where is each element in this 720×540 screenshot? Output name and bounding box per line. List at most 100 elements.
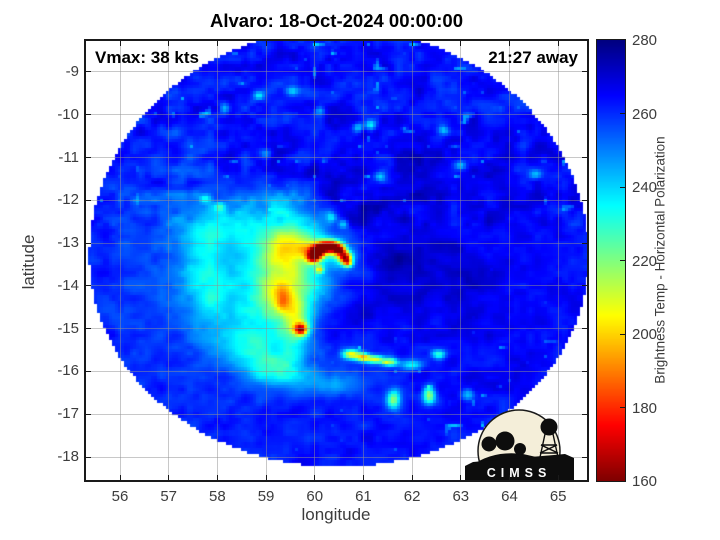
gridline-horizontal [85, 413, 588, 415]
colorbar-tick-label: 280 [632, 32, 658, 49]
colorbar-tick-label: 260 [632, 105, 658, 123]
x-tick-mark [508, 40, 510, 46]
gridline-vertical [411, 40, 413, 481]
y-tick-mark [85, 370, 91, 372]
vmax-annotation: Vmax: 38 kts [95, 48, 199, 67]
gridline-vertical [362, 40, 364, 481]
gridline-vertical [168, 40, 170, 481]
gridline-vertical [557, 40, 559, 481]
y-tick-mark [85, 71, 91, 73]
colorbar-tick-mark [620, 186, 625, 188]
y-tick-label: -16 [57, 362, 79, 380]
x-tick-mark [265, 475, 267, 481]
y-tick-label: -13 [57, 234, 79, 252]
x-tick-mark [411, 475, 413, 481]
x-tick-mark [362, 40, 364, 46]
y-tick-mark [582, 199, 588, 201]
y-tick-label: -12 [57, 191, 79, 209]
plot-area: CIMSS Vmax: 38 kts 21:27 away [85, 40, 588, 481]
colorbar-tick-label: 180 [632, 399, 658, 417]
colorbar-tick-label: 200 [632, 326, 658, 343]
cimss-banner-text: CIMSS [487, 466, 552, 480]
x-tick-label: 59 [257, 488, 275, 505]
time-away-annotation: 21:27 away [488, 48, 578, 67]
y-tick-mark [85, 114, 91, 116]
plot-title: Alvaro: 18-Oct-2024 00:00:00 [210, 10, 463, 31]
x-tick-label: 60 [306, 488, 324, 505]
x-tick-mark [508, 475, 510, 481]
cimss-logo: CIMSS [465, 409, 574, 481]
y-tick-label: -17 [57, 405, 79, 423]
gridline-horizontal [85, 456, 588, 458]
x-tick-mark [557, 475, 559, 481]
gridline-horizontal [85, 242, 588, 244]
x-tick-mark [119, 40, 121, 46]
gridline-horizontal [85, 199, 588, 201]
x-tick-mark [362, 475, 364, 481]
gridline-horizontal [85, 370, 588, 372]
x-tick-mark [168, 475, 170, 481]
gridline-vertical [314, 40, 316, 481]
x-tick-mark [314, 475, 316, 481]
y-tick-mark [85, 456, 91, 458]
y-tick-mark [582, 71, 588, 73]
gridline-horizontal [85, 71, 588, 73]
y-tick-label: -11 [58, 148, 79, 166]
x-tick-mark [557, 40, 559, 46]
x-tick-mark [216, 475, 218, 481]
y-tick-mark [582, 370, 588, 372]
x-tick-mark [216, 40, 218, 46]
x-tick-mark [314, 40, 316, 46]
y-tick-mark [85, 328, 91, 330]
x-tick-label: 61 [355, 488, 372, 505]
x-tick-label: 63 [452, 488, 470, 505]
x-tick-label: 57 [160, 488, 178, 505]
y-tick-mark [582, 456, 588, 458]
colorbar-tick-label: 240 [632, 179, 658, 196]
y-tick-label: -14 [57, 276, 79, 294]
gridline-vertical [460, 40, 462, 481]
x-tick-mark [460, 40, 462, 46]
y-tick-mark [85, 285, 91, 287]
x-tick-mark [460, 475, 462, 481]
y-tick-label: -10 [57, 105, 79, 123]
y-tick-mark [85, 199, 91, 201]
y-tick-mark [582, 328, 588, 330]
y-axis-label: latitude [19, 234, 38, 290]
y-tick-mark [582, 413, 588, 415]
x-tick-mark [265, 40, 267, 46]
colorbar-tick-mark [620, 333, 625, 335]
x-tick-label: 58 [209, 488, 226, 505]
colorbar-tick-mark [620, 407, 625, 408]
x-tick-mark [119, 475, 121, 481]
y-tick-label: -18 [57, 448, 79, 465]
y-tick-mark [582, 285, 588, 287]
colorbar-tick-label: 220 [632, 252, 658, 270]
gridline-horizontal [85, 285, 588, 287]
x-tick-mark [411, 40, 413, 46]
gridline-vertical [265, 40, 267, 481]
y-tick-mark [582, 157, 588, 159]
y-tick-label: -9 [65, 62, 79, 80]
x-tick-mark [168, 40, 170, 46]
colorbar-tick-mark [620, 113, 625, 114]
x-tick-label: 65 [549, 488, 567, 505]
x-axis-label: longitude [301, 505, 371, 524]
x-tick-label: 62 [403, 488, 421, 505]
gridline-horizontal [85, 328, 588, 330]
y-tick-label: -15 [57, 319, 79, 337]
y-tick-mark [582, 114, 588, 116]
y-tick-mark [85, 413, 91, 415]
water-tower-silhouette [538, 418, 560, 463]
gridline-vertical [508, 40, 510, 481]
y-tick-mark [85, 157, 91, 159]
cimss-banner [465, 454, 574, 481]
gridline-vertical [216, 40, 218, 481]
y-tick-mark [85, 242, 91, 244]
gridline-vertical [119, 40, 121, 481]
colorbar-tick-label: 160 [632, 473, 658, 490]
colorbar-axis-label: Brightness Temp - Horizontal Polarizatio… [652, 136, 668, 384]
gridline-horizontal [85, 114, 588, 116]
y-tick-mark [582, 242, 588, 244]
